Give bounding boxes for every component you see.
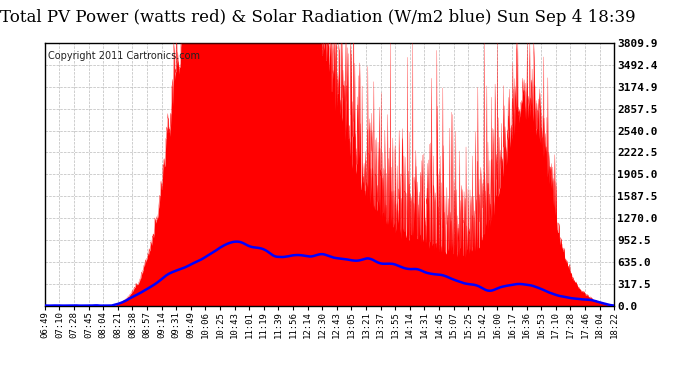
Text: Total PV Power (watts red) & Solar Radiation (W/m2 blue) Sun Sep 4 18:39: Total PV Power (watts red) & Solar Radia… (0, 9, 635, 26)
Text: Copyright 2011 Cartronics.com: Copyright 2011 Cartronics.com (48, 51, 199, 61)
